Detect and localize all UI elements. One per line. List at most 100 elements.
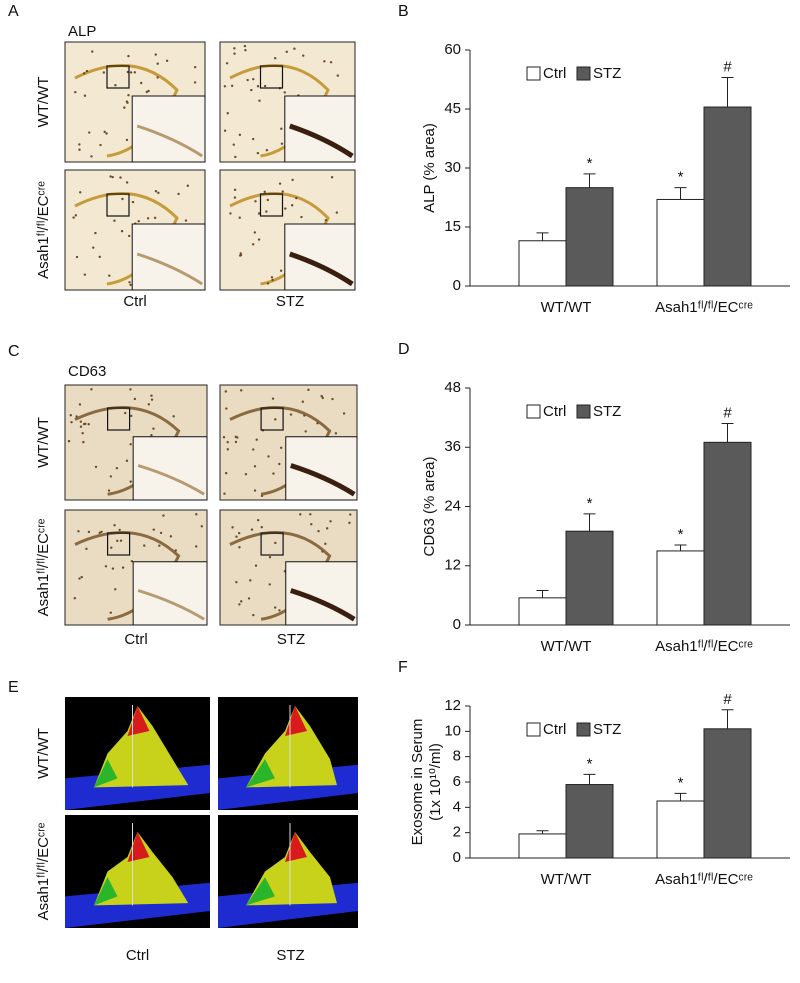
y-tick-label: 36 [444, 438, 461, 455]
nucleus [75, 415, 78, 418]
nucleus [100, 530, 103, 533]
bar [703, 728, 752, 859]
nucleus [268, 583, 271, 586]
nucleus [159, 531, 163, 535]
nucleus [123, 106, 126, 109]
error-bar [583, 773, 596, 785]
nucleus [114, 84, 117, 87]
nucleus [81, 431, 84, 435]
nucleus [290, 204, 294, 207]
error-bar [674, 544, 687, 551]
nucleus [162, 514, 165, 517]
y-tick-label: 0 [453, 277, 461, 294]
legend-label: Ctrl [543, 65, 566, 82]
y-tick-label: 2 [453, 824, 461, 841]
y-tick-label: 15 [444, 218, 461, 235]
legend-label: Ctrl [543, 721, 566, 738]
x-tick-label: Asah1ᶠˡ/ᶠˡ/ECᶜʳᵉ [655, 638, 753, 655]
nucleus [109, 175, 112, 178]
nucleus [99, 143, 102, 147]
nucleus [253, 231, 257, 234]
nucleus [165, 59, 169, 62]
nucleus [129, 443, 132, 446]
nucleus [77, 530, 80, 533]
nta-peak-green [94, 877, 118, 906]
col-label: Ctrl [124, 631, 147, 648]
nucleus [348, 521, 351, 525]
bar [656, 550, 705, 626]
nta-peak-green [246, 759, 275, 788]
nucleus [150, 433, 153, 437]
nucleus [263, 190, 266, 194]
nucleus [184, 219, 188, 222]
nucleus [133, 397, 137, 401]
bar [565, 784, 614, 859]
nucleus [140, 81, 143, 85]
nucleus [121, 197, 124, 201]
nucleus [120, 229, 124, 233]
nucleus [267, 455, 270, 458]
col-label: STZ [276, 293, 304, 310]
panel-letter: F [398, 659, 408, 676]
nucleus [256, 85, 260, 88]
nucleus [238, 603, 241, 606]
nucleus [244, 48, 247, 52]
nucleus [75, 255, 79, 259]
nucleus [251, 243, 255, 246]
nucleus [302, 54, 305, 57]
nucleus [271, 278, 274, 282]
nucleus [145, 90, 149, 94]
nucleus [90, 155, 93, 158]
nucleus [109, 611, 112, 614]
significance-marker: * [587, 495, 593, 512]
nucleus [232, 143, 235, 146]
y-tick-label: 0 [453, 849, 461, 866]
nucleus [146, 217, 150, 220]
significance-marker: * [678, 526, 684, 543]
nucleus [278, 609, 281, 612]
nucleus [349, 513, 352, 516]
nucleus [310, 522, 313, 526]
significance-marker: * [587, 155, 593, 172]
nucleus [110, 546, 113, 549]
nucleus [271, 397, 275, 400]
bar [656, 800, 705, 859]
nucleus [252, 448, 255, 451]
nucleus [272, 472, 275, 475]
nucleus [114, 588, 117, 591]
nucleus [239, 252, 242, 255]
inset-stain [290, 588, 356, 622]
nucleus [116, 539, 119, 543]
nucleus [331, 397, 334, 401]
roi-box [260, 532, 284, 556]
nucleus [274, 541, 277, 545]
nucleus [263, 84, 267, 88]
nucleus [253, 489, 257, 492]
nucleus [230, 84, 234, 88]
nucleus [91, 50, 94, 53]
nucleus [260, 526, 263, 529]
nucleus [233, 196, 237, 199]
y-tick-label: 0 [453, 616, 461, 633]
legend-swatch [526, 722, 541, 737]
nucleus [79, 425, 83, 428]
nucleus [223, 129, 227, 132]
nucleus [88, 131, 91, 134]
nucleus [268, 556, 272, 559]
significance-marker: # [723, 691, 732, 708]
roi-box [106, 65, 130, 89]
nucleus [293, 47, 296, 50]
nucleus [240, 389, 243, 392]
nucleus [125, 181, 129, 184]
nucleus [143, 544, 146, 547]
nucleus [291, 178, 294, 182]
nucleus [125, 459, 129, 462]
roi-box [106, 407, 131, 431]
nucleus [256, 151, 260, 155]
nucleus [85, 547, 88, 551]
nucleus [330, 176, 334, 179]
nucleus [244, 472, 248, 476]
nucleus [79, 420, 83, 423]
error-bar [674, 187, 687, 200]
